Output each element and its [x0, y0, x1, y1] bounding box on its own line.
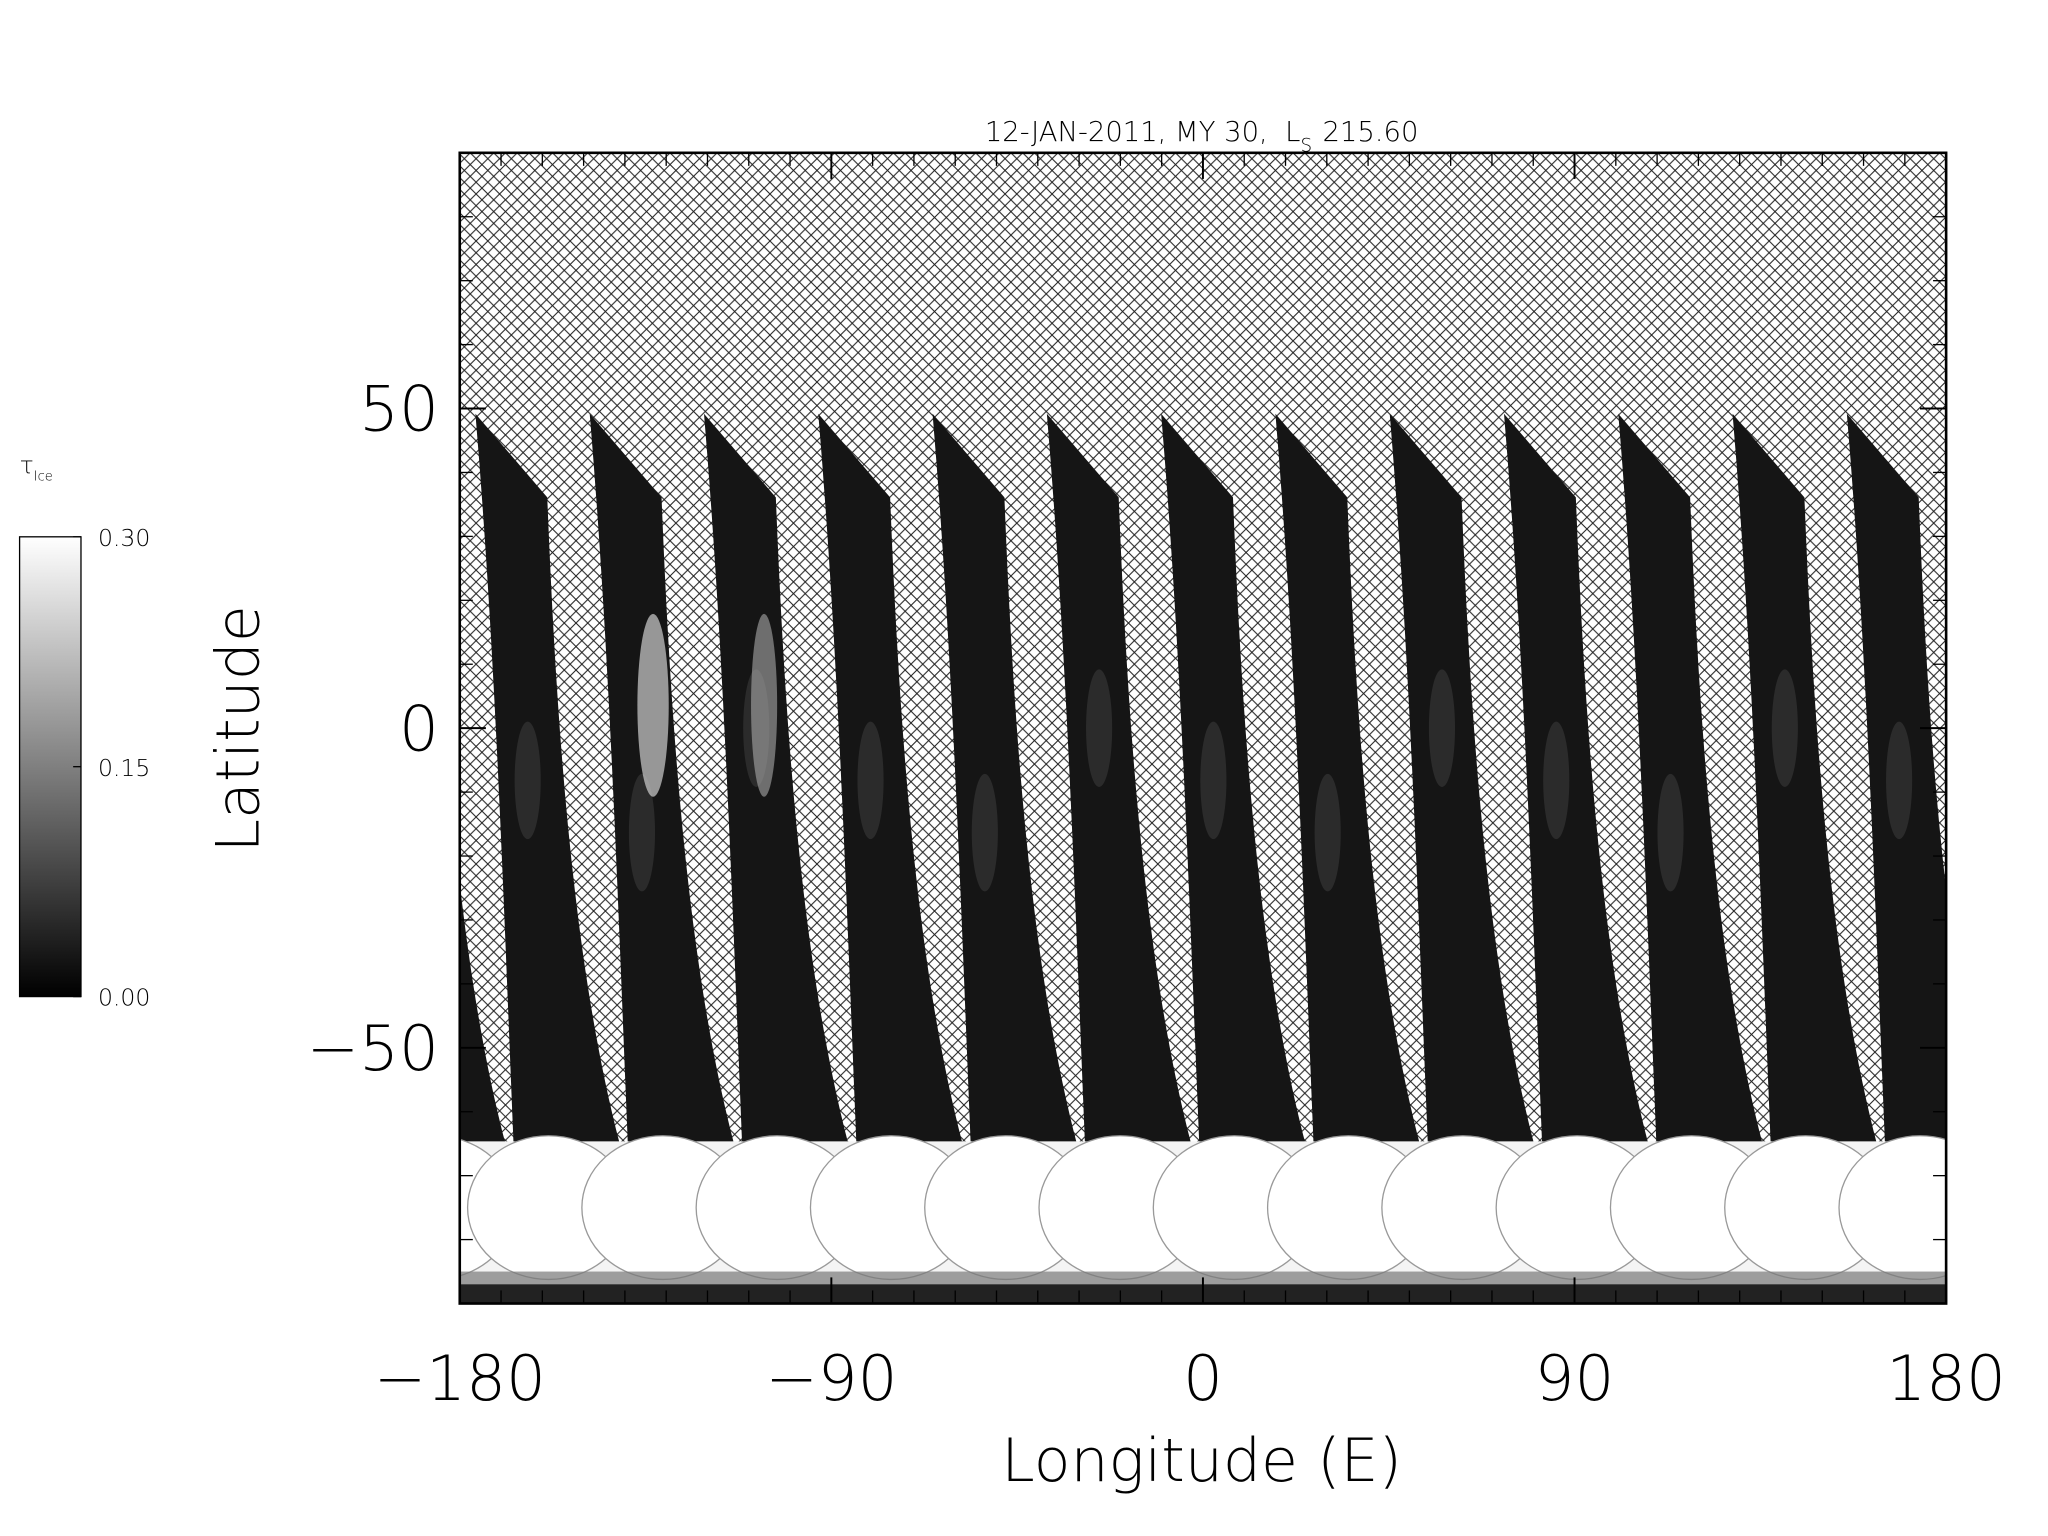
y-tick-label: −50 — [307, 1012, 439, 1085]
y-tick-label: 0 — [399, 692, 439, 765]
colorbar-symbol: τ — [20, 451, 34, 479]
colorbar-tick-label: 0.00 — [98, 984, 150, 1012]
swath-mottle — [1314, 773, 1341, 892]
swath-mottle — [1771, 669, 1798, 787]
swath — [1618, 413, 1770, 1171]
cloud-patch — [637, 613, 669, 797]
swath — [1046, 413, 1199, 1171]
swath — [459, 883, 513, 1171]
x-tick-label: −90 — [765, 1342, 897, 1415]
cloud-patch — [751, 613, 778, 797]
swath — [818, 413, 970, 1171]
swath — [475, 413, 627, 1171]
plot-area — [459, 152, 1947, 1304]
x-tick-label: −180 — [374, 1342, 546, 1415]
swath — [1504, 413, 1656, 1171]
swath-mottle — [1886, 721, 1913, 840]
swath-mottle — [628, 773, 656, 892]
colorbar-tick-label: 0.30 — [98, 524, 150, 552]
swath — [704, 413, 856, 1171]
polar-swath — [1838, 1135, 1947, 1281]
swath — [932, 413, 1085, 1171]
swath-mottle — [514, 721, 541, 840]
x-tick-label: 90 — [1535, 1342, 1615, 1415]
swath-mottle — [1428, 669, 1456, 787]
title-subscript: S — [1300, 136, 1312, 157]
chart-title: 12-JAN-2011, MY 30, LS 215.60 — [985, 117, 1419, 156]
swath-mottle — [1543, 721, 1570, 840]
swath-mottle — [971, 773, 998, 892]
colorbar-subscript: Ice — [34, 470, 53, 485]
swath — [1732, 413, 1885, 1171]
y-tick-label: 50 — [359, 373, 439, 446]
x-axis-label: Longitude (E) — [1001, 1426, 1402, 1496]
title-value: 215.60 — [1322, 117, 1418, 148]
colorbar-label: τIce — [20, 451, 53, 485]
swath-mottle — [1657, 773, 1684, 892]
y-axis-label: Latitude — [204, 605, 274, 852]
swath-mottle — [1086, 669, 1113, 787]
swath-mottle — [1200, 721, 1227, 840]
swath-mottle — [857, 721, 884, 840]
swath — [589, 413, 742, 1171]
x-tick-label: 180 — [1886, 1342, 2006, 1415]
swath — [1161, 413, 1313, 1171]
colorbar-tick-label: 0.15 — [98, 754, 150, 782]
swath — [1389, 413, 1542, 1171]
swath — [1275, 413, 1427, 1171]
colorbar — [18, 536, 82, 998]
x-tick-label: 0 — [1183, 1342, 1223, 1415]
title-main: 12-JAN-2011, MY 30, L — [985, 117, 1301, 148]
